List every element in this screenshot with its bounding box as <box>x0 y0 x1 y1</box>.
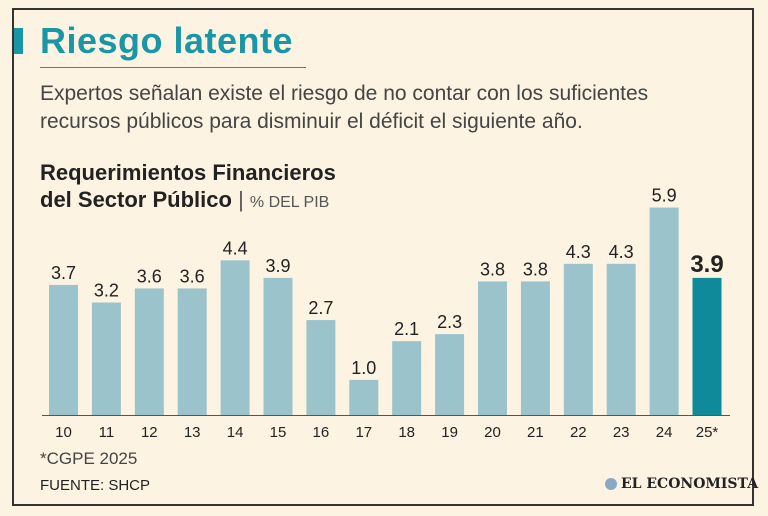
source-label: FUENTE: SHCP <box>40 477 151 494</box>
data-label-22: 4.3 <box>566 242 591 262</box>
x-tick-14: 14 <box>227 424 244 441</box>
logo-text: EL ECONOMISTA <box>621 476 759 492</box>
bar-14 <box>220 260 250 415</box>
data-label-14: 4.4 <box>223 238 248 258</box>
data-label-19: 2.3 <box>437 312 462 332</box>
footnote: *CGPE 2025 <box>40 449 138 468</box>
data-label-15: 3.9 <box>265 256 290 276</box>
bar-17 <box>349 379 379 415</box>
chart-title: Requerimientos Financieros del Sector Pú… <box>40 159 336 216</box>
data-label-24: 5.9 <box>652 186 677 206</box>
bar-23 <box>606 263 636 415</box>
bar-12 <box>134 288 164 415</box>
x-tick-21: 21 <box>527 424 544 441</box>
data-label-23: 4.3 <box>609 242 634 262</box>
x-tick-17: 17 <box>355 424 372 441</box>
x-tick-13: 13 <box>184 424 201 441</box>
x-tick-19: 19 <box>441 424 458 441</box>
data-label-10: 3.7 <box>51 263 76 283</box>
bar-13 <box>177 288 207 415</box>
data-label-16: 2.7 <box>308 298 333 318</box>
x-tick-11: 11 <box>99 424 115 441</box>
data-label-12: 3.6 <box>137 266 162 286</box>
infographic-frame <box>12 8 754 506</box>
data-label-21: 3.8 <box>523 259 548 279</box>
bar-24 <box>649 207 679 415</box>
bar-10 <box>49 284 78 415</box>
x-tick-18: 18 <box>398 424 415 441</box>
bar-21 <box>520 281 550 415</box>
x-tick-24: 24 <box>656 424 673 441</box>
x-tick-22: 22 <box>570 424 587 441</box>
x-tick-25*: 25* <box>696 424 719 441</box>
data-label-13: 3.6 <box>180 266 205 286</box>
data-label-25*: 3.9 <box>690 251 723 278</box>
page-title: Riesgo latente <box>40 20 294 61</box>
bar-16 <box>306 320 336 415</box>
bar-11 <box>91 302 121 415</box>
page-subtitle: Expertos señalan existe el riesgo de no … <box>40 82 649 133</box>
data-label-18: 2.1 <box>394 319 419 339</box>
x-tick-20: 20 <box>484 424 501 441</box>
x-tick-23: 23 <box>613 424 630 441</box>
bar-20 <box>478 281 507 415</box>
bar-22 <box>563 263 593 415</box>
chart-title-line1: Requerimientos Financieros <box>40 160 336 185</box>
globe-icon <box>605 478 617 490</box>
chart-title-line2: del Sector Público <box>40 187 232 212</box>
chart-unit: % DEL PIB <box>249 194 330 211</box>
publisher-logo: EL ECONOMISTA <box>605 476 758 492</box>
bar-15 <box>263 277 293 415</box>
bar-18 <box>392 341 422 415</box>
data-label-20: 3.8 <box>480 259 505 279</box>
bar-25* <box>692 277 722 415</box>
x-tick-16: 16 <box>313 424 330 441</box>
x-tick-12: 12 <box>141 424 158 441</box>
data-label-11: 3.2 <box>94 281 119 301</box>
title-underline <box>40 67 306 68</box>
data-label-17: 1.0 <box>351 358 376 378</box>
bar-19 <box>435 334 465 415</box>
title-accent-bar <box>14 28 23 54</box>
x-tick-15: 15 <box>270 424 287 441</box>
x-tick-10: 10 <box>55 424 72 441</box>
title-separator: | <box>238 187 244 212</box>
